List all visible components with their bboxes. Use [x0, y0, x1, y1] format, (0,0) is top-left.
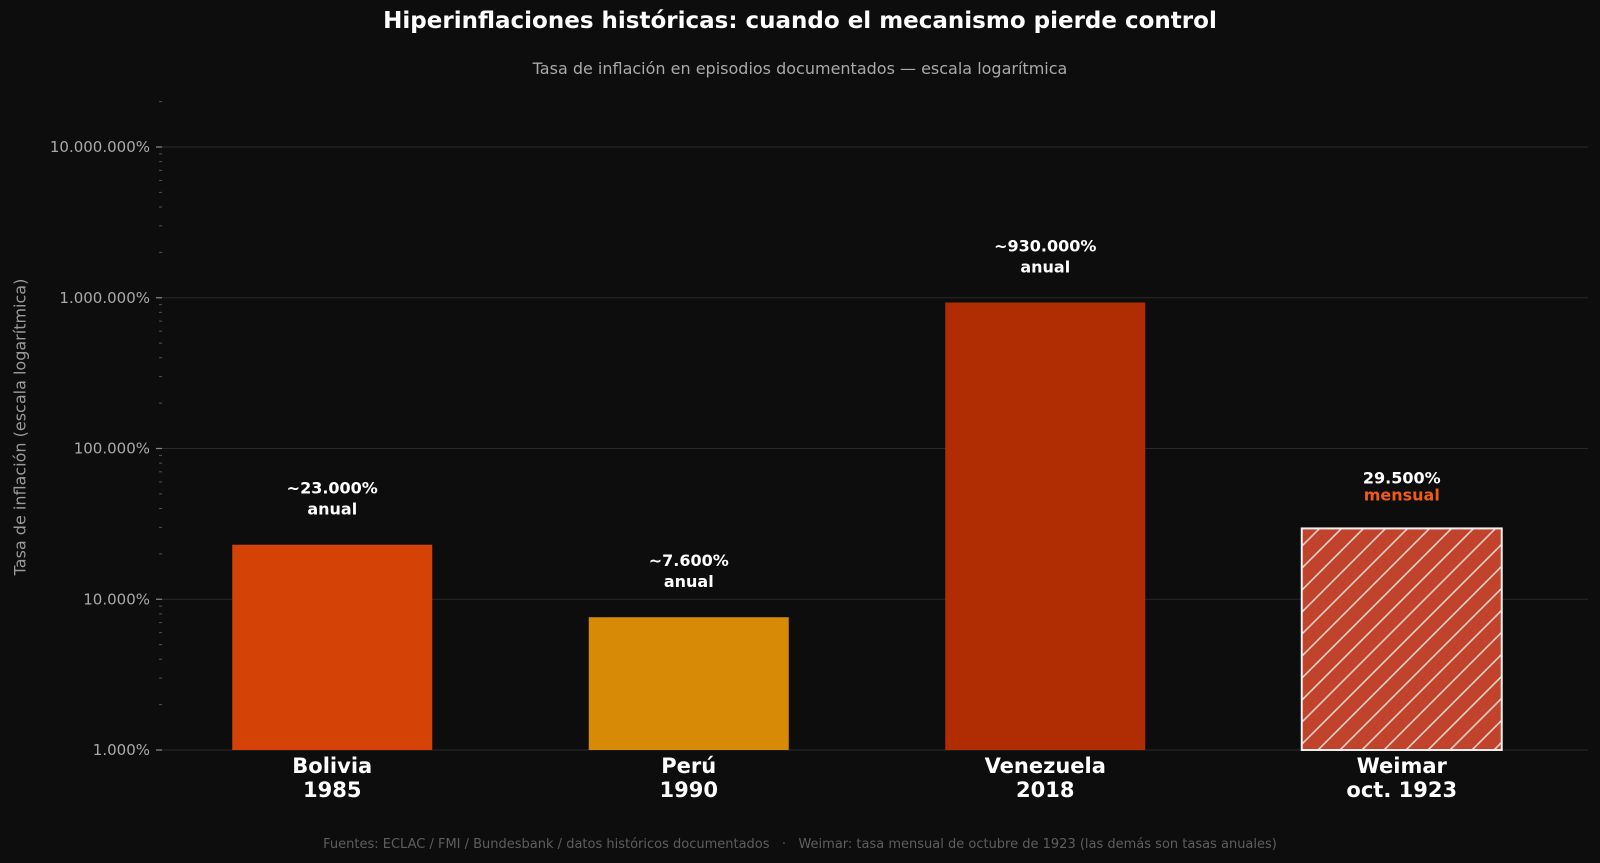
data-label: ~930.000%: [994, 237, 1096, 256]
x-tick-label: oct. 1923: [1346, 778, 1457, 802]
bar-hatch-overlay: [1300, 527, 1503, 751]
x-tick-label: 2018: [1016, 778, 1074, 802]
chart-title: Hiperinflaciones históricas: cuando el m…: [383, 8, 1217, 34]
data-label: ~23.000%: [287, 479, 378, 498]
source-footnote: Fuentes: ECLAC / FMI / Bundesbank / dato…: [323, 837, 1277, 852]
bar: [588, 617, 789, 750]
bar: [232, 544, 433, 750]
x-tick-label: Weimar: [1357, 754, 1448, 778]
period-label: anual: [1020, 258, 1070, 277]
x-tick-label: 1990: [660, 778, 718, 802]
period-label: anual: [664, 572, 714, 591]
bars: [232, 302, 1503, 751]
y-tick-label: 100.000%: [74, 440, 150, 458]
period-label: anual: [307, 500, 357, 519]
chart-subtitle: Tasa de inflación en episodios documenta…: [532, 59, 1068, 78]
bar: [945, 302, 1146, 750]
x-tick-label: 1985: [303, 778, 361, 802]
x-tick-label: Venezuela: [985, 754, 1106, 778]
data-label: 29.500%: [1363, 468, 1441, 487]
y-axis: 1.000% 10.000% 100.000% 1.000.000% 10.000.00…: [50, 101, 162, 759]
y-tick-label: 1.000%: [93, 741, 150, 759]
y-tick-label: 10.000%: [83, 590, 150, 608]
y-tick-label: 10.000.000%: [50, 138, 150, 156]
data-label: ~7.600%: [649, 551, 729, 570]
x-tick-label: Perú: [661, 754, 716, 778]
y-tick-label: 1.000.000%: [59, 289, 150, 307]
x-tick-label: Bolivia: [292, 754, 372, 778]
period-label: mensual: [1364, 485, 1440, 504]
